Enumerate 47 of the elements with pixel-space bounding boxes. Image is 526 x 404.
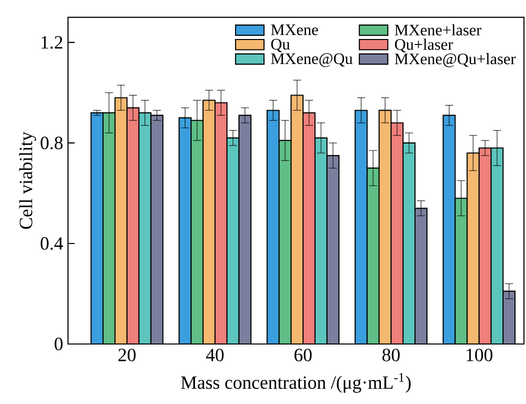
y-tick-label: 1.2 (42, 36, 62, 49)
bar (326, 154, 340, 344)
bar (314, 137, 328, 344)
bar (226, 137, 240, 344)
y-tick-label: 0.4 (40, 237, 64, 250)
legend-label: MXene@Qu (271, 53, 353, 67)
bar (442, 114, 456, 344)
bar (366, 168, 380, 344)
legend-label: MXene+laser (394, 24, 482, 36)
bar (278, 140, 292, 344)
bar (414, 208, 428, 344)
bar (266, 110, 280, 344)
x-tick-label: 40 (206, 348, 224, 362)
bar (202, 100, 216, 344)
bar (354, 110, 368, 344)
x-tick-label: 20 (118, 348, 136, 362)
bar (138, 112, 151, 344)
bar (178, 117, 192, 344)
y-tick-label: 0 (54, 338, 63, 350)
x-axis-title: Mass concentration /(μg·mL$^{-1}$) (181, 373, 411, 393)
legend-label: Qu+laser (394, 38, 453, 52)
bar (454, 198, 468, 344)
y-tick-label: 0.8 (40, 136, 63, 150)
bar (214, 102, 228, 344)
legend-label: MXene (271, 24, 318, 36)
legend-label: MXene@Qu+laser (394, 53, 516, 68)
bar (150, 115, 163, 344)
bar (91, 112, 104, 344)
bar (466, 152, 480, 344)
bar (126, 108, 139, 344)
bar (115, 98, 127, 344)
x-tick-label: 60 (294, 348, 312, 362)
x-tick-label: 100 (466, 348, 492, 362)
bar (378, 110, 392, 344)
bar (103, 112, 116, 344)
bar (402, 142, 416, 344)
bar (238, 114, 252, 344)
bar (502, 290, 516, 344)
bar (190, 120, 204, 344)
x-tick-label: 80 (382, 348, 400, 362)
bar (302, 112, 316, 344)
legend-label: Qu (271, 38, 290, 52)
bar (490, 147, 504, 344)
bar (290, 94, 304, 344)
y-axis-title: Cell viability (19, 132, 36, 229)
bar (390, 122, 404, 344)
bar (478, 147, 492, 344)
